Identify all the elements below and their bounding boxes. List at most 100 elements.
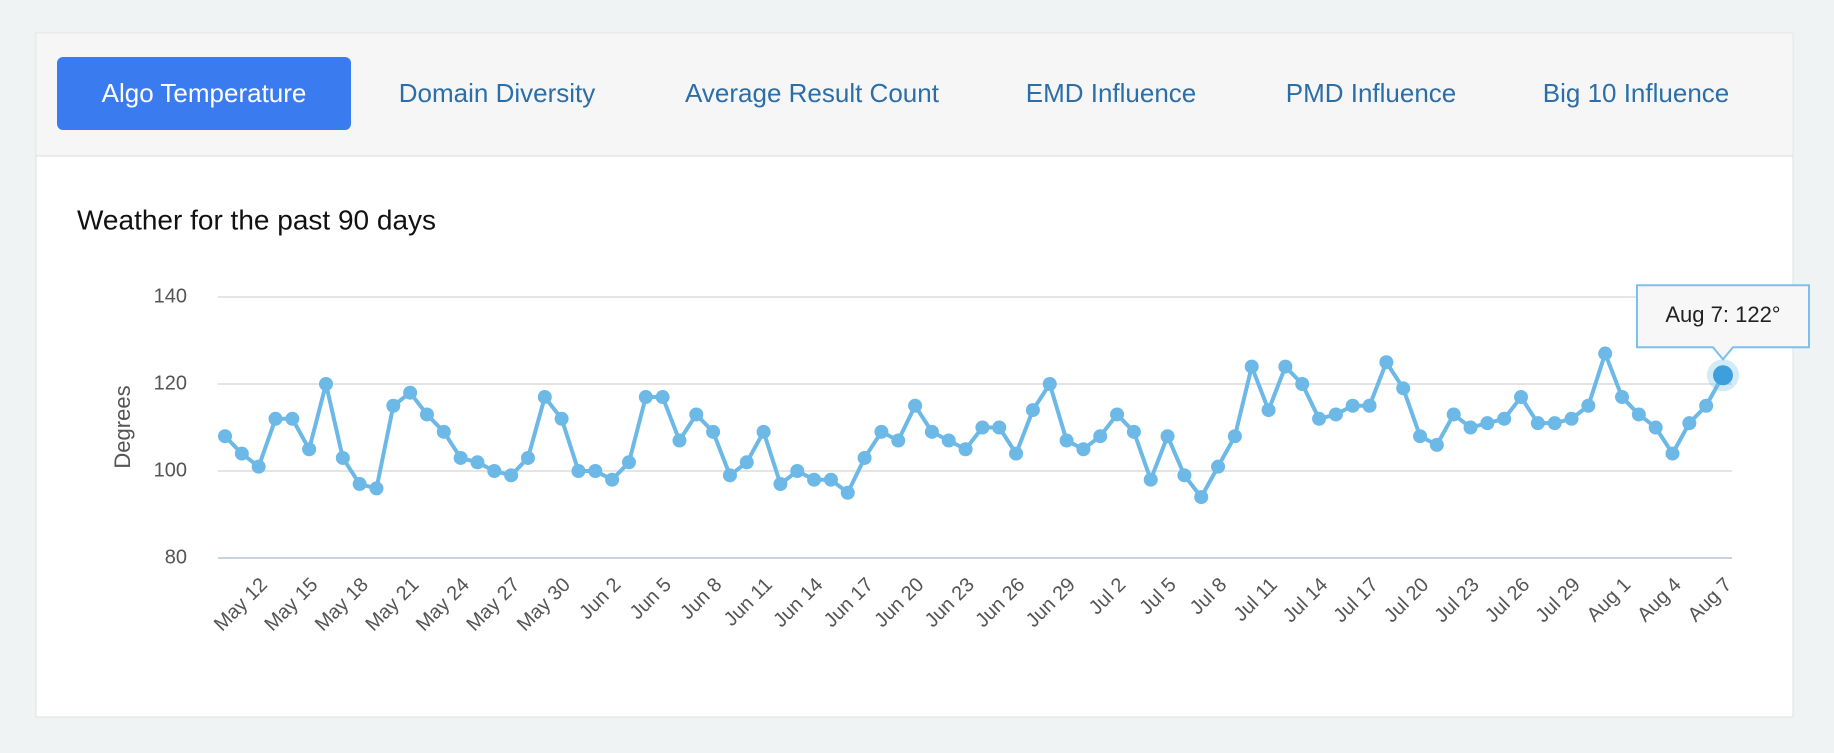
point: [1713, 365, 1733, 386]
point: [1345, 398, 1360, 413]
point: [1110, 407, 1125, 422]
point: [218, 429, 232, 444]
point: [857, 450, 872, 465]
point: [756, 424, 771, 439]
tab[interactable]: Algo Temperature: [102, 78, 307, 108]
point: [621, 455, 636, 470]
point: [1665, 446, 1680, 461]
point: [588, 464, 603, 478]
point: [1042, 377, 1057, 391]
point: [1564, 411, 1579, 426]
tooltip-box: [1636, 284, 1810, 361]
point: [1530, 416, 1545, 431]
point: [908, 398, 923, 413]
point: [369, 481, 384, 496]
point: [419, 407, 434, 422]
point: [823, 472, 838, 487]
point: [941, 433, 956, 448]
point: [352, 477, 367, 492]
point: [1379, 355, 1394, 370]
point: [1682, 416, 1697, 431]
point: [520, 450, 535, 465]
point: [992, 420, 1007, 435]
tab[interactable]: PMD Influence: [1286, 78, 1457, 108]
point: [504, 468, 519, 483]
chart-title: Weather for the past 90 days: [77, 204, 436, 235]
point: [840, 485, 855, 500]
point: [1009, 446, 1024, 461]
point: [1177, 468, 1192, 483]
tooltip-text: Aug 7: 122°: [1665, 302, 1780, 327]
point: [739, 455, 754, 470]
point: [554, 411, 569, 426]
point: [1446, 407, 1461, 422]
point: [1194, 490, 1209, 505]
point: [436, 424, 451, 439]
point: [1396, 381, 1411, 396]
point: [1312, 411, 1327, 426]
point: [1295, 377, 1310, 391]
point: [487, 464, 502, 478]
point: [1648, 420, 1663, 435]
point: [1059, 433, 1074, 448]
point: [891, 433, 906, 448]
point: [1278, 359, 1293, 374]
point: [605, 472, 620, 487]
tab[interactable]: Average Result Count: [685, 78, 940, 108]
point: [318, 377, 333, 391]
point: [672, 433, 687, 448]
point: [1413, 429, 1428, 444]
point: [807, 472, 822, 487]
point: [975, 420, 990, 435]
y-tick-label: 120: [154, 372, 187, 394]
tab[interactable]: Big 10 Influence: [1543, 78, 1729, 108]
point: [386, 398, 401, 413]
point: [1547, 416, 1562, 431]
point: [403, 385, 418, 400]
point: [470, 455, 485, 470]
point: [790, 464, 805, 478]
point: [1126, 424, 1141, 439]
point: [722, 468, 737, 483]
point: [1261, 403, 1276, 418]
point: [1362, 398, 1377, 413]
point: [1699, 398, 1714, 413]
point: [571, 464, 586, 478]
point: [958, 442, 973, 457]
y-tick-label: 100: [154, 459, 187, 481]
point: [689, 407, 704, 422]
point: [1497, 411, 1512, 426]
point: [1143, 472, 1158, 487]
point: [1025, 403, 1040, 418]
point: [302, 442, 317, 457]
active-tab[interactable]: [57, 57, 351, 130]
point: [706, 424, 721, 439]
point: [1631, 407, 1646, 422]
point: [1429, 437, 1444, 452]
point: [1581, 398, 1596, 413]
point: [268, 411, 283, 426]
point: [234, 446, 249, 461]
point: [537, 390, 552, 405]
point: [453, 450, 468, 465]
point: [1244, 359, 1259, 374]
y-tick-label: 80: [165, 546, 187, 568]
point: [1514, 390, 1529, 405]
point: [924, 424, 939, 439]
point: [773, 477, 788, 492]
point: [1227, 429, 1242, 444]
point: [1093, 429, 1108, 444]
point: [335, 450, 350, 465]
point: [1076, 442, 1091, 457]
tab[interactable]: Domain Diversity: [399, 78, 596, 108]
point: [1615, 390, 1630, 405]
point: [1480, 416, 1495, 431]
point: [1211, 459, 1226, 474]
point: [251, 459, 266, 474]
tab[interactable]: EMD Influence: [1026, 78, 1197, 108]
point: [655, 390, 670, 405]
y-tick-label: 140: [154, 285, 187, 307]
point: [874, 424, 889, 439]
point: [638, 390, 653, 405]
